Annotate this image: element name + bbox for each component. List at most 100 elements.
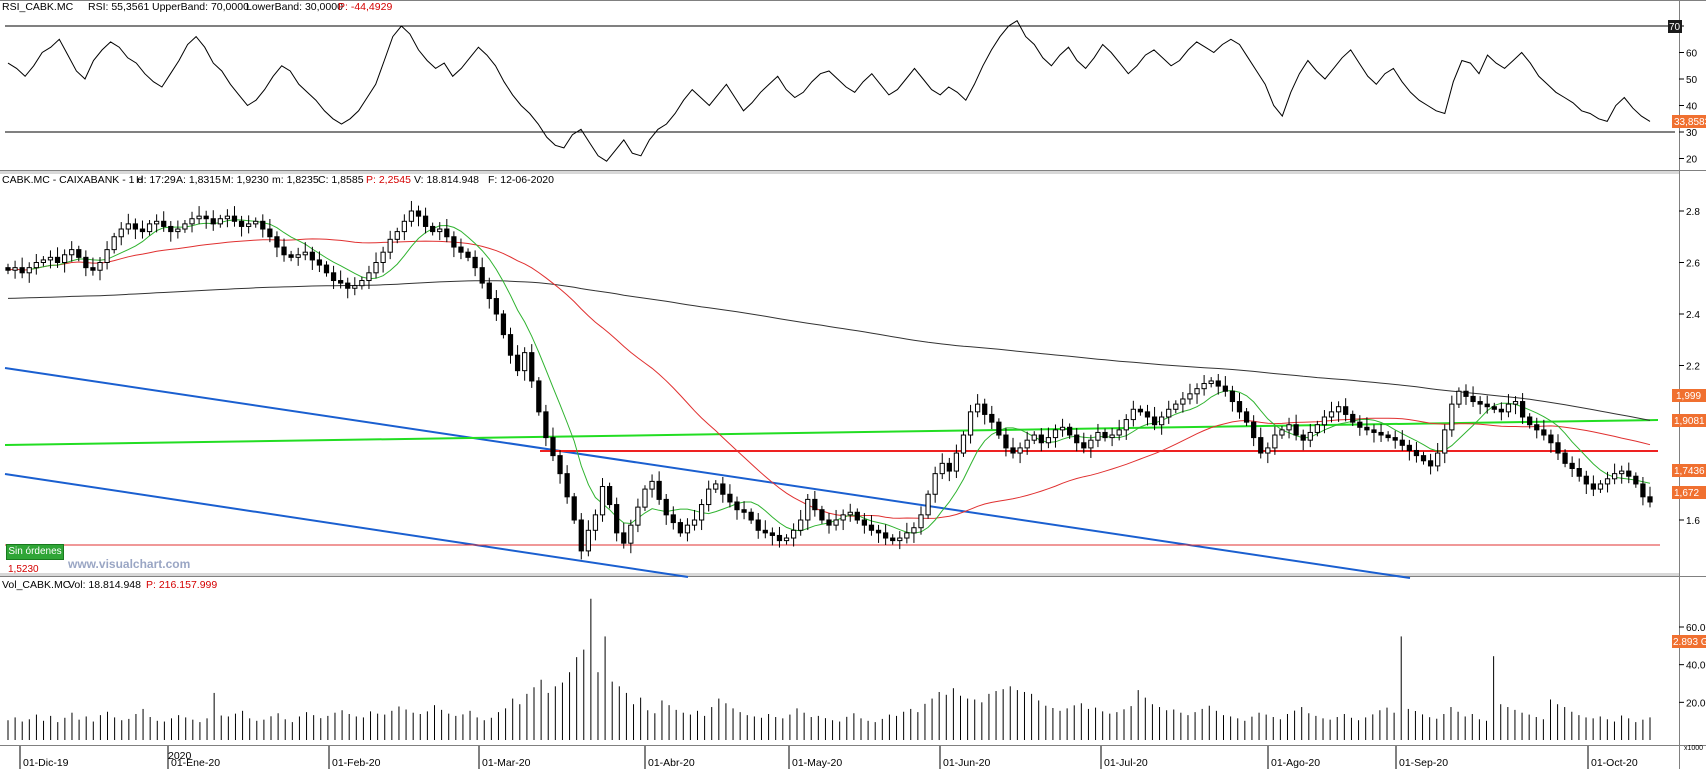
candle: [1420, 451, 1427, 465]
sin-ordenes-button[interactable]: Sin órdenes: [6, 544, 64, 560]
candle: [663, 493, 669, 525]
candle: [713, 480, 719, 493]
candle: [1626, 462, 1632, 484]
candle: [925, 490, 931, 519]
candle-body-bull: [366, 272, 372, 282]
candle-body-bull: [146, 223, 153, 233]
candle-body-bull: [522, 352, 528, 372]
candle: [748, 508, 754, 524]
price-tick-label: 2.2: [1686, 362, 1700, 373]
candle: [295, 247, 301, 266]
candle: [514, 345, 521, 377]
candle-body-bull: [939, 462, 945, 475]
candle: [189, 211, 195, 233]
green-horizontal-line: [4, 419, 1659, 446]
candle: [1541, 419, 1547, 441]
rsi-tick-label: 50: [1686, 75, 1698, 86]
candle: [288, 250, 294, 262]
candle: [932, 466, 938, 503]
candle-body-bull: [253, 220, 259, 225]
candle-body-bull: [104, 249, 110, 263]
candle: [1307, 423, 1313, 448]
candle: [500, 310, 507, 339]
candle-body-bear: [621, 532, 627, 544]
candle: [1477, 396, 1483, 415]
candle: [741, 501, 747, 520]
candle: [465, 248, 471, 262]
candle-body-bear: [875, 529, 882, 534]
candle-body-bear: [989, 413, 995, 423]
candle: [1484, 395, 1490, 414]
candle-body-bull: [932, 473, 938, 495]
volume-header-vol: Vol: 18.814.948: [68, 579, 141, 591]
candle: [571, 492, 577, 524]
candle-body-bull: [1208, 380, 1214, 385]
candle: [1166, 400, 1172, 424]
date-label: 01-Mar-20: [482, 757, 531, 769]
candle-body-bear: [755, 519, 761, 531]
candle-body-bull: [1031, 434, 1037, 441]
candle: [1527, 413, 1533, 429]
price-header-p: P: 2,2545: [366, 174, 411, 186]
candle-body-bear: [1392, 437, 1398, 441]
rsi-70-tag: 70: [1668, 20, 1682, 33]
candle: [458, 238, 464, 260]
rsi-line: [7, 19, 1651, 162]
candle: [1003, 428, 1009, 457]
candle: [790, 523, 797, 547]
candle: [154, 214, 160, 233]
candle-body-bear: [578, 519, 584, 552]
candle: [904, 522, 910, 544]
candle-body-bull: [387, 238, 393, 253]
volume-unit: x1000: [1684, 745, 1703, 752]
rsi-header-upper: UpperBand: 70,0000: [152, 1, 249, 13]
candle: [996, 418, 1002, 439]
candle: [1463, 384, 1469, 405]
candle-body-bear: [1527, 416, 1533, 426]
candle-body-bull: [635, 506, 641, 526]
candle-body-bear: [210, 218, 216, 225]
candle-body-bear: [720, 483, 726, 495]
candle-body-bear: [1067, 426, 1073, 436]
candle: [1399, 430, 1405, 451]
candle-body-bull: [1130, 408, 1136, 421]
candle: [203, 210, 209, 229]
candle: [1052, 424, 1059, 448]
candle-body-bear: [868, 524, 875, 531]
candle-body-bear: [1343, 406, 1349, 415]
price-tag-2-text: 1,9081: [1674, 416, 1705, 427]
year-label: 2020: [168, 750, 192, 762]
candle-body-bear: [1081, 442, 1087, 449]
candle: [833, 509, 839, 531]
candle-body-bull: [1505, 403, 1512, 413]
candle: [1470, 386, 1476, 407]
candle: [1569, 456, 1575, 477]
candle: [422, 207, 429, 234]
candle-body-bear: [1555, 442, 1561, 454]
candle-body-bear: [1633, 475, 1639, 485]
rsi-tick-label: 20: [1686, 155, 1698, 166]
candle-body-bull: [1442, 429, 1448, 454]
candle: [564, 465, 570, 504]
candle-body-bear: [267, 228, 273, 238]
candle-body-bear: [1251, 421, 1257, 439]
rsi-tick-label: 60: [1686, 49, 1698, 60]
sma-mid-line: [7, 238, 1651, 519]
candle-body-bull: [196, 215, 202, 220]
candle: [1081, 432, 1087, 454]
candle: [182, 220, 188, 233]
candle: [472, 250, 478, 277]
date-label: 01-Ene-20: [171, 757, 220, 769]
candle-body-bull: [175, 228, 181, 233]
candle: [1024, 431, 1030, 455]
candle: [1251, 415, 1257, 447]
candle-body-bear: [1463, 390, 1469, 397]
candle-body-bear: [819, 509, 825, 521]
candle-body-bear: [1626, 470, 1632, 477]
candle: [1208, 377, 1214, 388]
candle: [83, 250, 89, 277]
candle-body-bull: [585, 529, 591, 552]
candle-body-bear: [1470, 395, 1476, 403]
date-label: 01-Dic-19: [23, 757, 69, 769]
candle: [1357, 415, 1363, 436]
